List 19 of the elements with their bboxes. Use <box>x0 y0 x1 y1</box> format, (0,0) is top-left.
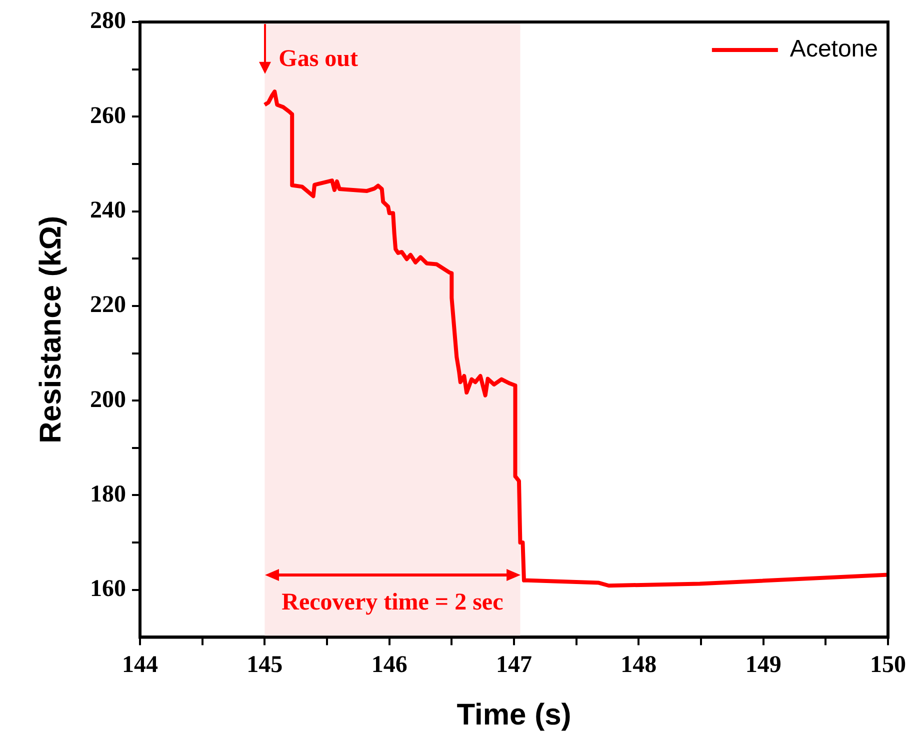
annotation: Recovery time = 2 sec <box>282 589 504 616</box>
x-tick-label: 147 <box>496 652 532 678</box>
x-axis-title: Time (s) <box>456 698 572 732</box>
annotation: Gas out <box>278 46 358 72</box>
x-tick-label: 149 <box>745 652 782 678</box>
y-axis-title: Resistance (kΩ) <box>34 216 68 444</box>
y-tick-label: 160 <box>90 576 126 602</box>
y-tick-label: 240 <box>90 197 126 224</box>
y-tick-label: 260 <box>90 102 126 129</box>
y-tick-label: 180 <box>90 481 126 508</box>
y-tick-label: 200 <box>90 386 126 413</box>
x-tick-label: 146 <box>371 652 408 678</box>
y-tick-label: 220 <box>90 292 126 318</box>
x-tick-label: 145 <box>246 652 283 678</box>
legend-label: Acetone <box>790 36 878 63</box>
x-tick-label: 150 <box>870 652 906 678</box>
x-tick-label: 144 <box>122 652 158 678</box>
y-tick-label: 280 <box>90 8 126 34</box>
x-tick-label: 148 <box>620 652 657 678</box>
